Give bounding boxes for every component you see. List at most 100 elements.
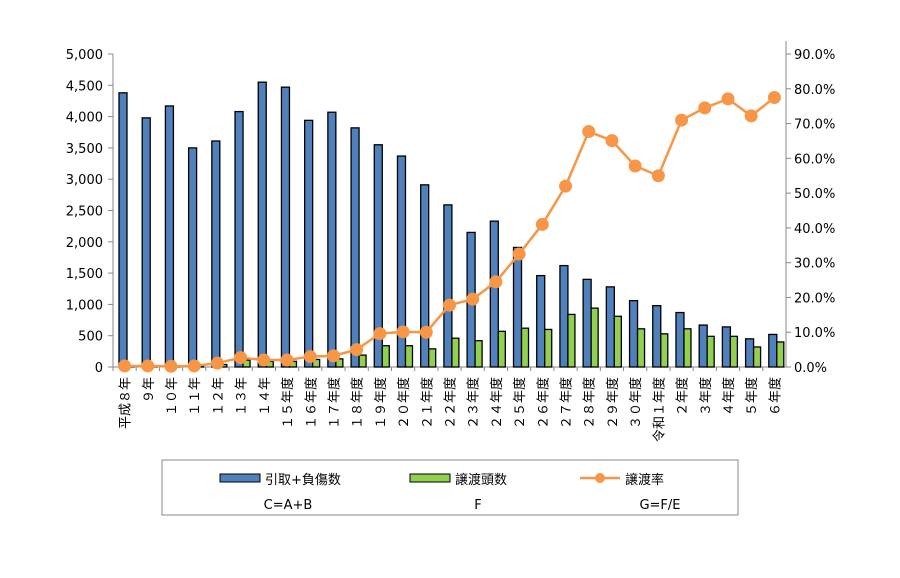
rate-point <box>373 327 387 341</box>
rate-point <box>767 90 781 104</box>
x-tick-label: １８年度 <box>350 377 366 429</box>
x-tick-label: １１年 <box>188 377 203 416</box>
legend: 引取+負傷数 C=A+B 譲渡頭数 F 譲渡率 G=F/E <box>161 459 739 516</box>
x-tick-label: ２４年度 <box>489 377 505 429</box>
bar-f <box>613 315 622 368</box>
right-tick-label: 0.0% <box>794 361 827 376</box>
right-tick-label: 60.0% <box>794 152 835 167</box>
x-tick-label: ５年度 <box>744 377 760 416</box>
x-tick-label: ２年度 <box>675 377 691 416</box>
rate-point <box>628 159 642 173</box>
bar-f <box>497 330 506 368</box>
x-tick-label: ２１年度 <box>419 377 435 429</box>
x-tick-label: １３年 <box>235 377 250 416</box>
bar-c <box>234 110 244 368</box>
left-tick-label: 3,000 <box>66 173 103 188</box>
legend-label: 譲渡頭数 <box>455 472 507 488</box>
left-tick-label: 1,500 <box>66 267 103 282</box>
bar-c <box>652 305 662 368</box>
x-tick-label: ９年 <box>142 377 157 403</box>
legend-sublabel: F <box>474 498 481 513</box>
rate-point <box>512 247 526 261</box>
right-tick-label: 80.0% <box>794 83 835 98</box>
bar-f <box>660 333 669 368</box>
left-tick-label: 5,000 <box>66 48 103 63</box>
x-tick-label: 令和１年度 <box>651 377 667 442</box>
rate-point <box>326 349 340 363</box>
rate-point <box>721 92 735 106</box>
bar-c <box>675 311 685 368</box>
bar-c <box>559 264 569 368</box>
rate-point <box>164 359 178 373</box>
x-tick-label: １６年度 <box>303 377 319 429</box>
x-tick-label: ３年度 <box>698 377 714 416</box>
rate-point <box>396 325 410 339</box>
bar-c <box>721 326 732 368</box>
bar-c <box>396 155 407 368</box>
rate-point <box>698 101 712 115</box>
x-tick-label: ２７年度 <box>559 377 575 429</box>
bar-c <box>420 184 430 368</box>
bar-c <box>327 111 337 368</box>
bar-f <box>404 345 414 368</box>
rate-point <box>443 298 456 312</box>
x-tick-label: ２５年度 <box>512 377 528 429</box>
right-tick-label: 20.0% <box>794 291 835 306</box>
bar-f <box>451 337 460 368</box>
x-tick-label: ２３年度 <box>466 377 482 429</box>
bar-c <box>489 220 499 368</box>
x-tick-label: ３０年度 <box>628 377 644 429</box>
bar-f <box>683 328 692 368</box>
bar-f <box>428 348 437 368</box>
right-tick-label: 70.0% <box>794 118 835 133</box>
right-tick-label: 90.0% <box>794 48 835 63</box>
bar-f <box>776 341 785 368</box>
bar-c <box>118 92 128 368</box>
left-tick-label: 500 <box>78 330 103 345</box>
rate-point <box>257 353 271 367</box>
bar-c <box>512 246 523 368</box>
bar-c <box>768 333 778 368</box>
bar-f <box>752 346 762 368</box>
legend-sublabel: G=F/E <box>639 498 680 513</box>
x-tick-label: ４年度 <box>721 377 737 416</box>
legend-swatch <box>595 473 605 483</box>
left-tick-label: 1,000 <box>66 298 103 313</box>
rate-point <box>118 359 132 373</box>
bar-c <box>744 338 755 368</box>
bar-f <box>590 307 599 368</box>
bar-f <box>636 328 646 368</box>
bar-c <box>373 144 383 368</box>
bar-c <box>304 119 314 368</box>
bar-f <box>567 313 576 368</box>
x-tick-label: ２９年度 <box>605 377 621 429</box>
legend-sublabel: C=A+B <box>264 498 313 513</box>
bar-c <box>605 286 615 368</box>
bar-f <box>312 358 321 368</box>
rate-point <box>605 134 619 148</box>
rate-point <box>187 359 201 373</box>
rate-point <box>210 356 224 370</box>
left-tick-label: 2,500 <box>66 205 103 220</box>
bar-f <box>381 345 390 368</box>
legend-swatch <box>409 473 451 483</box>
left-tick-label: 2,000 <box>66 236 103 251</box>
rate-point <box>419 325 433 339</box>
left-tick-label: 3,500 <box>66 142 103 157</box>
bar-c <box>164 105 175 368</box>
rate-point <box>234 351 248 365</box>
x-tick-label: 平成８年 <box>119 377 134 429</box>
bar-c <box>443 204 453 368</box>
legend-label: 譲渡率 <box>625 472 664 488</box>
x-tick-label: ６年度 <box>767 377 783 416</box>
left-tick-label: 4,500 <box>66 79 103 94</box>
rate-point <box>303 350 317 364</box>
bar-f <box>335 358 344 368</box>
rate-point <box>535 217 549 231</box>
bar-f <box>706 335 715 368</box>
right-tick-label: 40.0% <box>794 222 835 237</box>
bar-f <box>474 340 483 368</box>
rate-point <box>489 275 503 289</box>
right-tick-label: 50.0% <box>794 187 835 202</box>
